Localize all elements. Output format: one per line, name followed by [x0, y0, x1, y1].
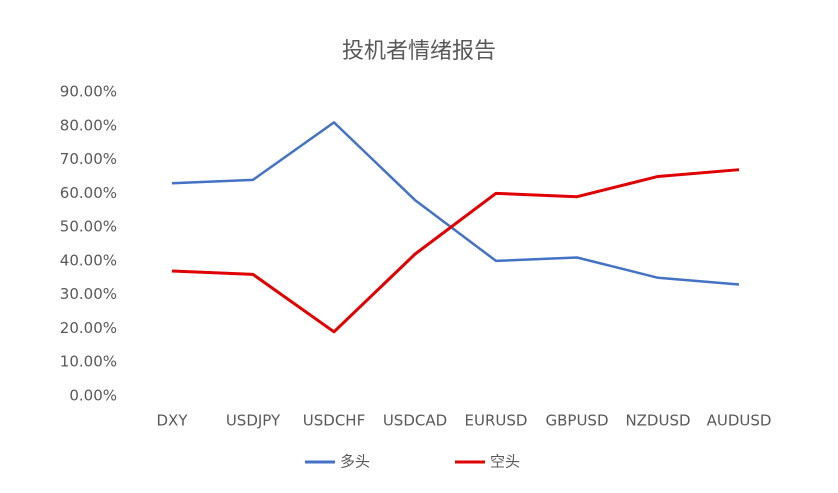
y-tick-label: 70.00% [60, 150, 117, 168]
y-tick-label: 30.00% [60, 285, 117, 303]
x-tick-label: AUDUSD [707, 412, 772, 430]
x-tick-label: NZDUSD [625, 412, 690, 430]
x-tick-label: GBPUSD [545, 412, 608, 430]
y-tick-label: 10.00% [60, 353, 117, 371]
x-tick-label: USDCAD [383, 412, 447, 430]
series-line [171, 121, 740, 286]
x-tick-label: USDCHF [303, 412, 365, 430]
y-tick-label: 50.00% [60, 218, 117, 236]
chart-title: 投机者情绪报告 [342, 39, 496, 64]
y-tick-label: 40.00% [60, 251, 117, 269]
y-tick-label: 20.00% [60, 319, 117, 337]
x-tick-label: DXY [157, 412, 189, 430]
y-tick-label: 80.00% [60, 116, 117, 134]
y-tick-label: 0.00% [69, 387, 117, 405]
legend-label: 空头 [490, 453, 520, 471]
legend-label: 多头 [340, 453, 370, 471]
y-tick-label: 60.00% [60, 184, 117, 202]
y-tick-label: 90.00% [60, 83, 117, 101]
x-tick-label: USDJPY [226, 412, 281, 430]
series-line [171, 168, 740, 334]
x-tick-label: EURUSD [465, 412, 528, 430]
